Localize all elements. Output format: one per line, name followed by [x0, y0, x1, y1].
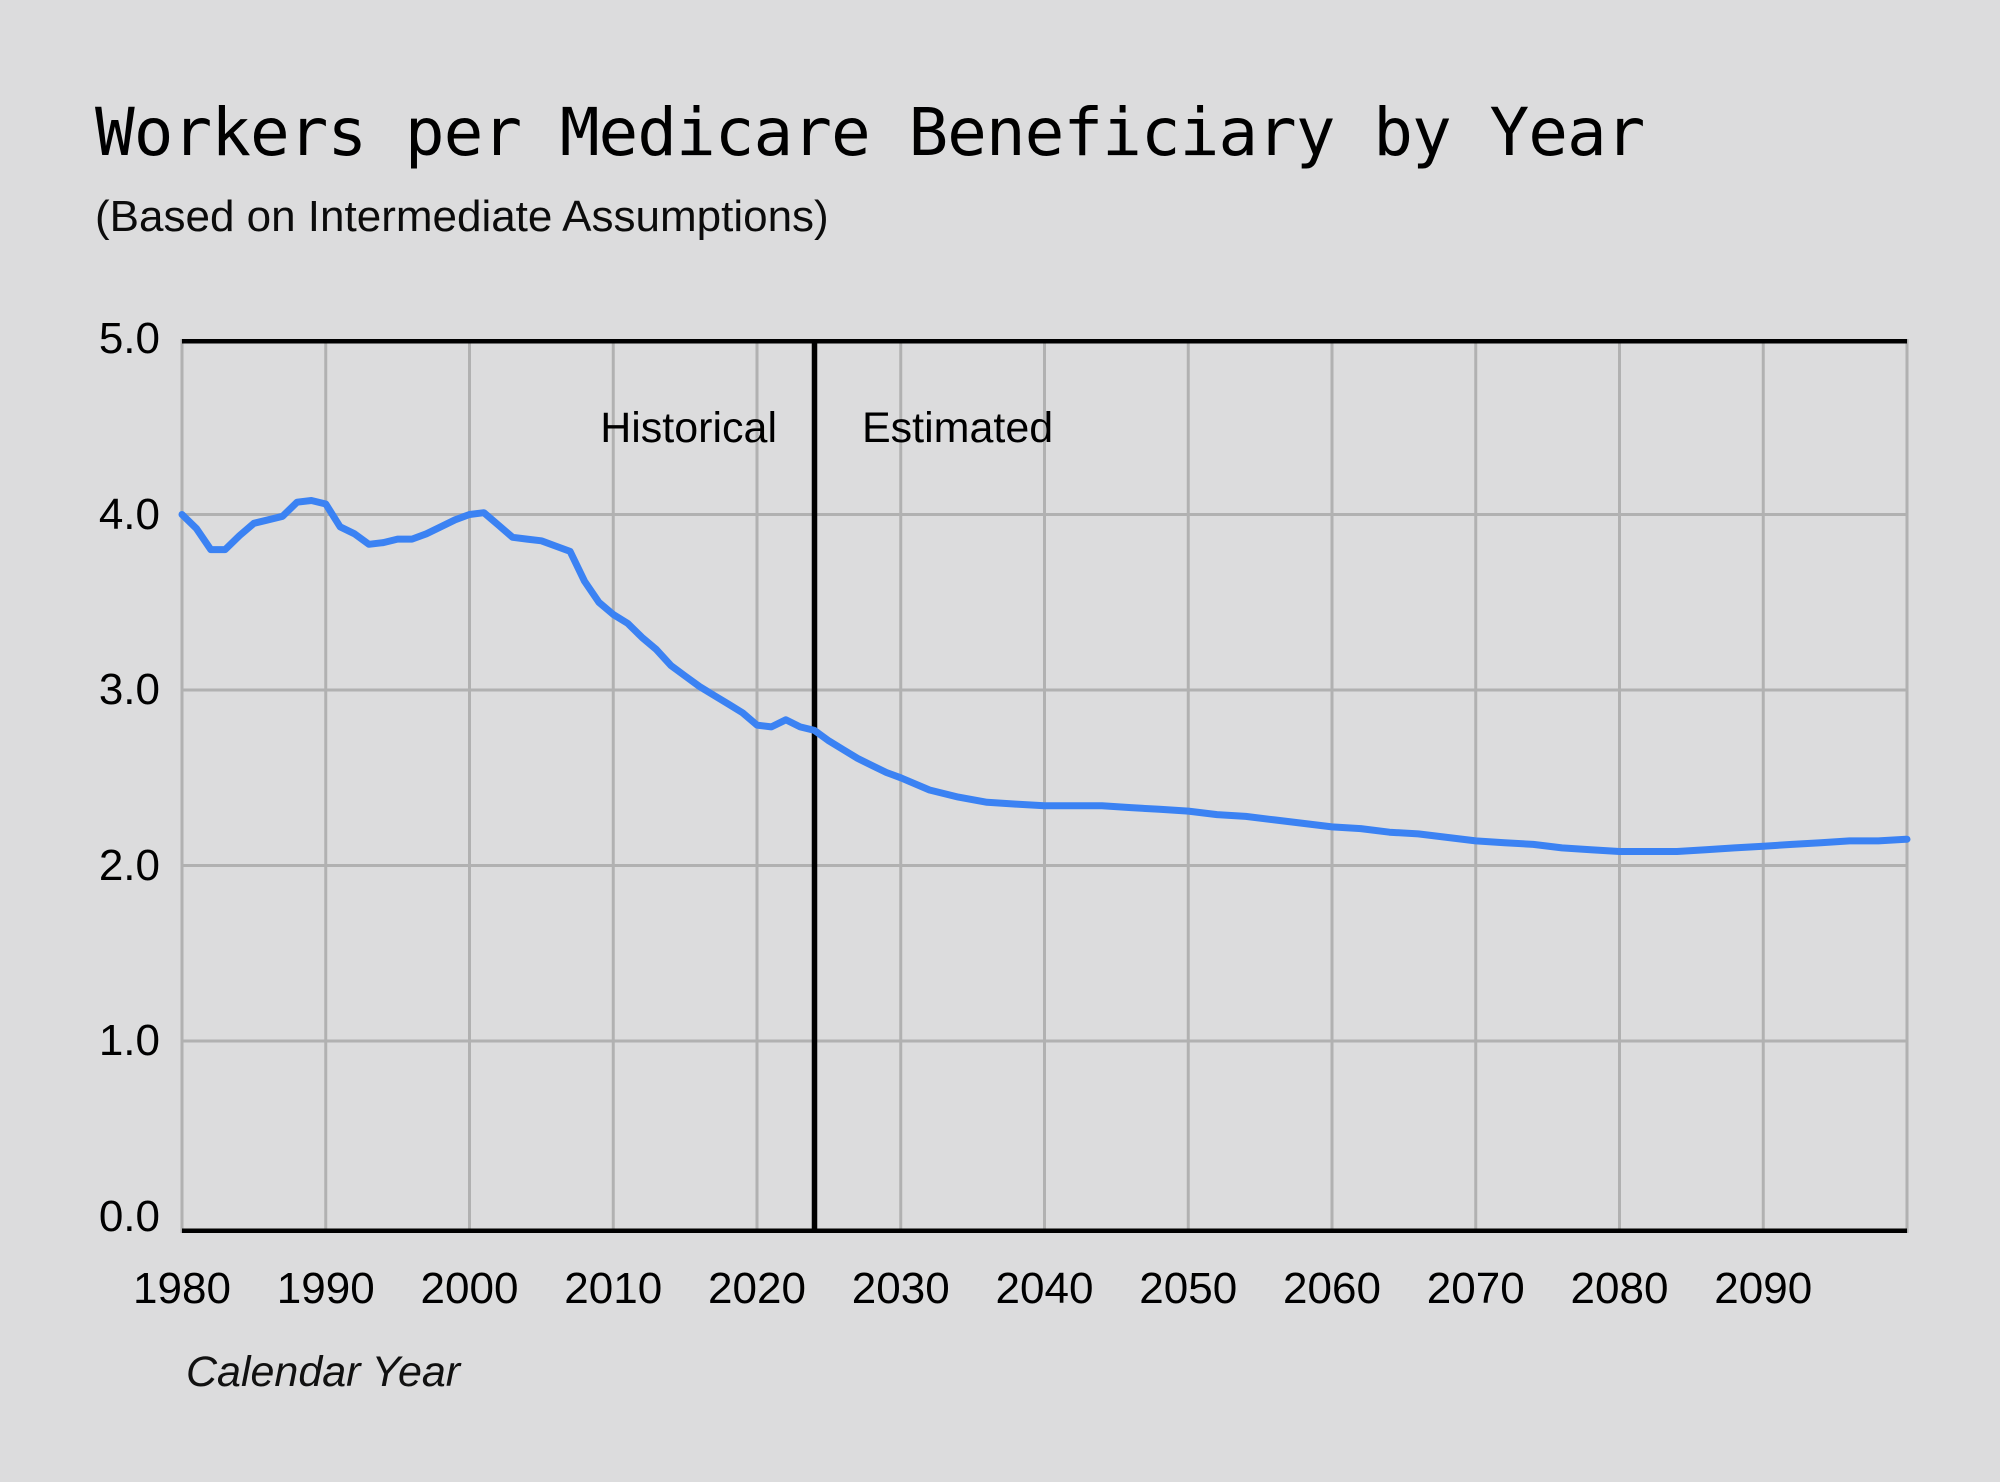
x-tick-label: 1980 [133, 1264, 231, 1313]
x-axis-title: Calendar Year [186, 1348, 461, 1396]
y-tick-label: 2.0 [98, 840, 160, 890]
gridlines [180, 339, 1909, 1233]
y-tick-label: 1.0 [98, 1016, 160, 1065]
x-tick-label: 2040 [995, 1264, 1094, 1313]
plot-svg [178, 338, 1911, 1234]
estimated-region-label: Estimated [862, 404, 1054, 452]
x-tick-label: 2070 [1426, 1264, 1525, 1313]
x-tick-label: 2060 [1283, 1264, 1381, 1313]
y-tick-label: 3.0 [98, 665, 160, 714]
y-tick-label: 0.0 [98, 1191, 160, 1241]
x-tick-label: 2010 [564, 1264, 663, 1313]
y-tick-label: 4.0 [98, 489, 160, 539]
x-tick-label: 2030 [851, 1264, 950, 1313]
x-tick-label: 2000 [420, 1264, 519, 1313]
series-lines [178, 497, 1911, 855]
historical-region-label: Historical [600, 404, 777, 452]
y-tick-label: 5.0 [98, 314, 160, 363]
x-tick-label: 2020 [708, 1264, 806, 1313]
page-title: Workers per Medicare Beneficiary by Year [95, 94, 1645, 171]
spines [182, 338, 1907, 1234]
x-tick-label: 2050 [1139, 1264, 1238, 1313]
x-tick-label: 2090 [1714, 1264, 1813, 1313]
x-tick-label: 1990 [276, 1264, 375, 1313]
series-line [178, 497, 1911, 855]
x-tick-label: 2080 [1570, 1264, 1669, 1313]
page-subtitle: (Based on Intermediate Assumptions) [95, 192, 829, 241]
